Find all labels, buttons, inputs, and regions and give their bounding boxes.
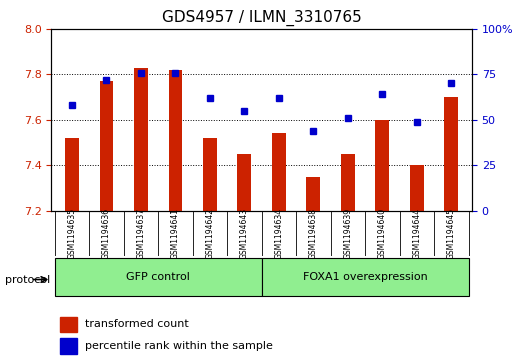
Text: GSM1194642: GSM1194642 [205,208,214,259]
Bar [203,138,217,211]
Bar [306,176,320,211]
Bar [65,138,79,211]
Bar [169,70,182,211]
Text: FOXA1 overexpression: FOXA1 overexpression [303,272,427,282]
Text: GFP control: GFP control [126,272,190,282]
Bar [134,68,148,211]
Text: GSM1194644: GSM1194644 [412,208,421,259]
Text: GSM1194638: GSM1194638 [309,208,318,259]
Text: GSM1194635: GSM1194635 [68,208,76,259]
Text: transformed count: transformed count [85,319,189,329]
Text: GSM1194634: GSM1194634 [274,208,283,259]
Text: GSM1194641: GSM1194641 [171,208,180,259]
Text: percentile rank within the sample: percentile rank within the sample [85,341,273,351]
Text: GSM1194637: GSM1194637 [136,208,146,259]
Title: GDS4957 / ILMN_3310765: GDS4957 / ILMN_3310765 [162,10,362,26]
Bar [341,154,354,211]
Bar [100,81,113,211]
Bar [60,317,76,332]
Bar [60,338,76,354]
Text: GSM1194643: GSM1194643 [240,208,249,259]
Bar [376,120,389,211]
Text: GSM1194640: GSM1194640 [378,208,387,259]
Text: GSM1194639: GSM1194639 [343,208,352,259]
FancyBboxPatch shape [262,258,468,295]
FancyBboxPatch shape [55,258,262,295]
Text: protocol: protocol [5,274,50,285]
Bar [410,165,424,211]
Bar [272,133,286,211]
Bar [444,97,458,211]
Bar [238,154,251,211]
Text: GSM1194636: GSM1194636 [102,208,111,259]
Text: GSM1194645: GSM1194645 [447,208,456,259]
